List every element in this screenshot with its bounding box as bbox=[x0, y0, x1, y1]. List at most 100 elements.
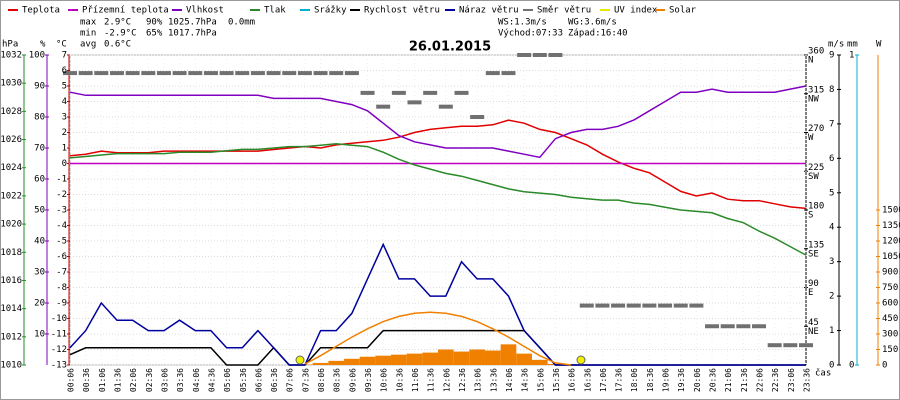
y-tick-label: 1016 bbox=[0, 276, 22, 286]
stat-label: min bbox=[80, 29, 96, 39]
y-tick-label: -6 bbox=[56, 252, 67, 262]
solar-bar bbox=[531, 359, 548, 365]
x-tick-label: 00:06 bbox=[67, 368, 76, 392]
y-tick-label: 1350 bbox=[882, 221, 900, 231]
x-tick-label: 04:06 bbox=[192, 368, 201, 392]
x-tick-label: 04:36 bbox=[207, 368, 216, 392]
legend-label: Rychlost větru bbox=[364, 6, 440, 16]
grid bbox=[22, 54, 880, 366]
y-tick-label: 2 bbox=[829, 292, 834, 302]
stat-label: max bbox=[80, 18, 97, 28]
x-tick-label: 05:36 bbox=[239, 368, 248, 392]
x-tick-label: 18:06 bbox=[630, 368, 639, 392]
x-tick-label: 23:36 bbox=[803, 368, 812, 392]
solar-bar bbox=[422, 352, 438, 365]
y-tick-label: 7 bbox=[62, 51, 67, 61]
x-tick-label: 17:06 bbox=[599, 368, 608, 392]
legend-label: Náraz větru bbox=[459, 6, 519, 16]
info-text: WS:1.3m/s bbox=[498, 18, 547, 28]
y-tick-label: 9 bbox=[829, 51, 834, 61]
y-tick-label: 2 bbox=[62, 128, 67, 138]
series-line bbox=[69, 119, 807, 210]
x-tick-label: 12:36 bbox=[458, 368, 467, 392]
legend-label: Tlak bbox=[264, 6, 286, 16]
x-tick-label: 08:06 bbox=[317, 368, 326, 392]
x-tick-label: 11:36 bbox=[427, 368, 436, 392]
x-tick-label: 20:06 bbox=[693, 368, 702, 392]
axis-unit: m/s bbox=[828, 40, 844, 50]
y-tick-label: 8 bbox=[829, 85, 834, 95]
y-tick-label: 80 bbox=[34, 113, 45, 123]
y-tick-name: S bbox=[808, 211, 813, 221]
axis-unit: °C bbox=[56, 40, 67, 50]
y-tick-label: 20 bbox=[34, 299, 45, 309]
y-tick-name: E bbox=[808, 288, 813, 298]
solar-bar bbox=[516, 353, 532, 365]
info-text: WG:3.6m/s bbox=[568, 18, 617, 28]
y-tick-label: 0 bbox=[882, 361, 887, 371]
y-tick-label: -10 bbox=[51, 314, 67, 324]
solar-bar bbox=[359, 356, 376, 365]
y-tick-label: 0 bbox=[829, 361, 834, 371]
y-tick-label: 270 bbox=[808, 124, 824, 134]
stat-value: 1025.7hPa bbox=[168, 18, 217, 28]
y-tick-label: 45 bbox=[808, 318, 819, 328]
y-tick-label: 1012 bbox=[0, 332, 22, 342]
stat-value: 90% bbox=[146, 18, 163, 28]
legend-label: Srážky bbox=[314, 6, 347, 16]
y-tick-label: -9 bbox=[56, 299, 67, 309]
y-tick-label: 1032 bbox=[0, 51, 22, 61]
y-tick-label: 900 bbox=[882, 268, 898, 278]
y-tick-label: -5 bbox=[56, 237, 67, 247]
y-tick-label: 3 bbox=[829, 257, 834, 267]
y-tick-label: 1020 bbox=[0, 220, 22, 230]
y-tick-label: -7 bbox=[56, 268, 67, 278]
x-tick-label: 07:36 bbox=[301, 368, 310, 392]
x-tick-label: 15:06 bbox=[536, 368, 545, 392]
y-tick-label: -11 bbox=[51, 330, 67, 340]
x-tick-label: 19:06 bbox=[662, 368, 671, 392]
series-line bbox=[69, 143, 807, 256]
y-tick-label: 50 bbox=[34, 206, 45, 216]
x-tick-label: 10:06 bbox=[380, 368, 389, 392]
solar-bar bbox=[500, 344, 517, 365]
y-tick-label: 1050 bbox=[882, 252, 900, 262]
y-tick-label: 150 bbox=[882, 345, 898, 355]
solar-bar bbox=[391, 354, 407, 365]
y-tick-label: 6 bbox=[62, 66, 67, 76]
y-tick-label: 1024 bbox=[0, 163, 22, 173]
x-tick-label: 15:36 bbox=[552, 368, 561, 392]
legend-label: Přízemní teplota bbox=[82, 6, 169, 16]
axis-unit: hPa bbox=[2, 40, 18, 50]
data bbox=[63, 53, 813, 366]
y-tick-label: -8 bbox=[56, 283, 67, 293]
x-tick-label: 03:06 bbox=[160, 368, 169, 392]
solar-bar bbox=[484, 350, 501, 365]
y-tick-label: 450 bbox=[882, 314, 898, 324]
y-tick-label: 0 bbox=[62, 159, 67, 169]
x-tick-label: 09:06 bbox=[348, 368, 357, 392]
y-tick-label: 30 bbox=[34, 268, 45, 278]
y-tick-label: 180 bbox=[808, 202, 824, 212]
solar-bar bbox=[406, 353, 423, 365]
legend-label: Solar bbox=[669, 6, 697, 16]
x-tick-label: 01:36 bbox=[113, 368, 122, 392]
x-tick-label: 14:06 bbox=[505, 368, 514, 392]
x-tick-label: 08:36 bbox=[333, 368, 342, 392]
y-tick-label: -13 bbox=[51, 361, 67, 371]
y-tick-label: 315 bbox=[808, 85, 824, 95]
y-tick-label: -3 bbox=[56, 206, 67, 216]
y-tick-label: 5 bbox=[62, 82, 67, 92]
y-tick-name: SE bbox=[808, 249, 819, 259]
y-tick-label: 1026 bbox=[0, 135, 22, 145]
x-tick-label: 13:36 bbox=[489, 368, 498, 392]
y-tick-name: NE bbox=[808, 327, 819, 337]
y-tick-name: N bbox=[808, 56, 813, 66]
y-tick-label: 135 bbox=[808, 240, 824, 250]
x-tick-label: 02:36 bbox=[145, 368, 154, 392]
solar-bar bbox=[344, 358, 360, 365]
stat-value: 65% bbox=[146, 29, 163, 39]
x-tick-label: 21:06 bbox=[724, 368, 733, 392]
stat-value: 2.9°C bbox=[104, 18, 131, 28]
